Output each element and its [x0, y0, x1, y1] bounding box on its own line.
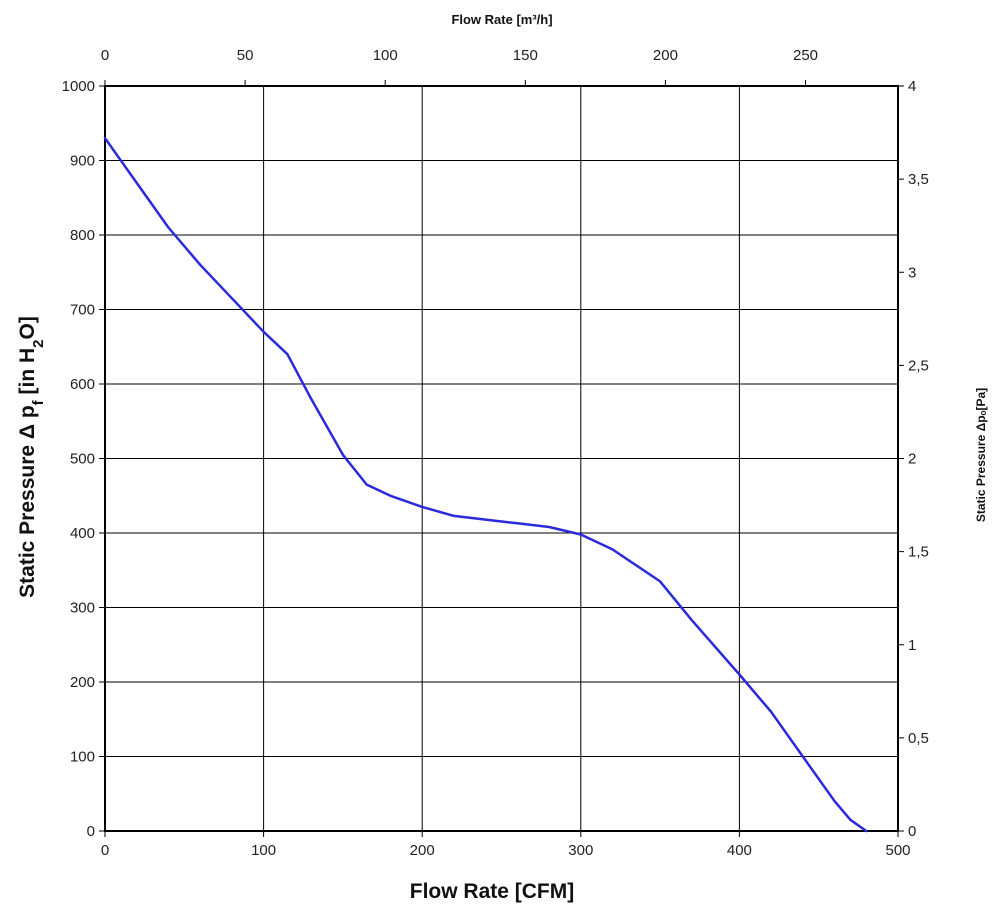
y2-tick-label: 3,5 — [908, 171, 929, 188]
y-tick-label: 700 — [70, 302, 95, 319]
y2-tick-label: 0 — [908, 823, 916, 840]
x2-tick-labels: 0 50 100 150 200 250 — [101, 47, 818, 64]
y-tick-label: 1000 — [62, 78, 95, 95]
grid — [104, 85, 899, 832]
x-tick-label: 200 — [410, 842, 435, 859]
x-tick-label: 300 — [568, 842, 593, 859]
y2-tick-label: 3 — [908, 264, 916, 281]
y2-tick-label: 2 — [908, 451, 916, 468]
y-tick-label: 300 — [70, 600, 95, 617]
y-tick-labels: 0 100 200 300 400 500 600 700 800 900 1000 — [62, 78, 95, 840]
x2-tick-label: 0 — [101, 47, 109, 64]
x-tick-label: 100 — [251, 842, 276, 859]
x2-tick-label: 150 — [513, 47, 538, 64]
x-axis-title: Flow Rate [CFM] — [410, 880, 574, 903]
y2-tick-label: 0,5 — [908, 730, 929, 747]
y-tick-label: 900 — [70, 153, 95, 170]
x2-tick-label: 250 — [793, 47, 818, 64]
y-axis-title: Static Pressure Δ pf [in H2O] — [16, 316, 47, 598]
x2-tick-label: 50 — [237, 47, 254, 64]
y-tick-label: 500 — [70, 451, 95, 468]
x2-tick-label: 100 — [373, 47, 398, 64]
y-tick-label: 800 — [70, 227, 95, 244]
series-line — [103, 136, 868, 833]
x-tick-labels: 0 100 200 300 400 500 — [101, 842, 911, 859]
y-tick-label: 600 — [70, 376, 95, 393]
y2-tick-labels: 0 0,5 1 1,5 2 2,5 3 3,5 4 — [908, 78, 929, 840]
tick-marks — [99, 80, 904, 837]
x2-tick-label: 200 — [653, 47, 678, 64]
x-tick-label: 500 — [885, 842, 910, 859]
y-tick-label: 0 — [87, 823, 95, 840]
y-tick-label: 100 — [70, 749, 95, 766]
y2-tick-label: 2,5 — [908, 357, 929, 374]
x-tick-label: 400 — [727, 842, 752, 859]
y2-axis-title: Static Pressure Δpₒ[Pa] — [974, 388, 988, 522]
x-tick-label: 0 — [101, 842, 109, 859]
y2-tick-label: 4 — [908, 78, 916, 95]
y-tick-label: 400 — [70, 525, 95, 542]
x2-axis-title: Flow Rate [m³/h] — [451, 12, 552, 27]
y2-tick-label: 1 — [908, 637, 916, 654]
y2-tick-label: 1,5 — [908, 544, 929, 561]
y-tick-label: 200 — [70, 674, 95, 691]
